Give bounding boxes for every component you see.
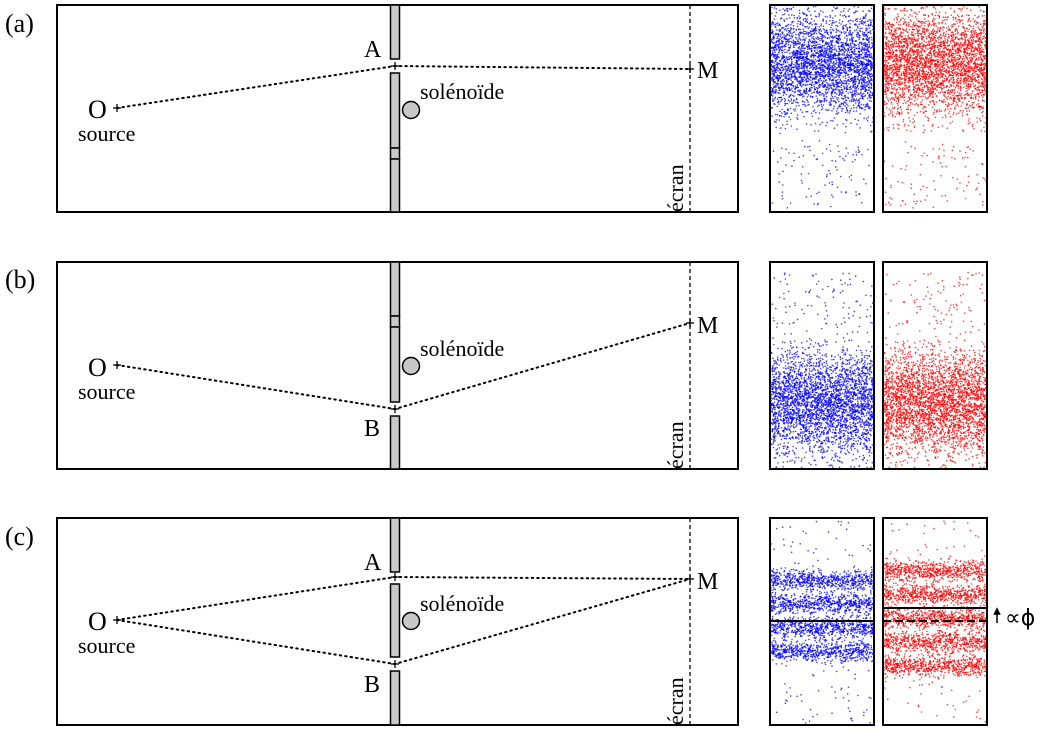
barrier-segment-top-b — [389, 261, 401, 317]
screen-point-m-c — [686, 575, 694, 583]
interference-pattern-blue-a — [770, 5, 874, 209]
solenoid-a — [401, 100, 421, 120]
interference-pattern-red-a — [883, 5, 987, 209]
screen-label-b: écran — [663, 421, 688, 469]
source-point-c — [113, 616, 121, 624]
barrier-segment-top-c — [389, 517, 401, 573]
slit-a-point-a — [391, 62, 399, 70]
pattern-frame-red-a — [882, 4, 988, 213]
barrier-segment-bottom-b — [389, 415, 401, 470]
slit-a-label-a: A — [364, 37, 382, 63]
solenoid-c — [401, 611, 421, 631]
panel-label-c: (c) — [5, 522, 34, 551]
slit-b-label-c: B — [364, 672, 380, 698]
barrier-segment-bottom-c — [389, 670, 401, 726]
barrier-segment-top-a — [389, 4, 401, 60]
interference-pattern-red-b — [883, 271, 987, 469]
source-label-b: source — [78, 379, 135, 404]
screen-point-m-b — [686, 319, 694, 327]
screen-point-m-a — [686, 65, 694, 73]
screen-label-c: écran — [663, 677, 688, 725]
interference-pattern-blue-b — [770, 272, 874, 469]
source-label-a: source — [78, 121, 135, 146]
solenoid-label-c: solénoïde — [420, 591, 504, 616]
screen-label-a: écran — [663, 164, 688, 212]
barrier-segment-middle-b — [389, 326, 401, 403]
source-point-b — [113, 361, 121, 369]
panel-a: (a) écran solénoïde O source A M — [5, 4, 988, 213]
source-label-c: source — [78, 633, 135, 658]
slit-b-label-b: B — [364, 416, 380, 442]
slit-a-point-c — [391, 573, 399, 581]
source-o-label-b: O — [88, 353, 107, 382]
pattern-frame-blue-a — [769, 4, 875, 213]
slit-a-label-c: A — [364, 550, 382, 576]
barrier-segment-middle-c — [389, 583, 401, 658]
pattern-frame-red-b — [882, 261, 988, 470]
panel-b: (b) écran solénoïde O source B M — [5, 261, 988, 470]
solenoid-label-a: solénoïde — [420, 79, 504, 104]
solenoid-b — [401, 356, 421, 376]
closed-slit-b-a — [389, 147, 401, 160]
source-point-a — [113, 104, 121, 112]
point-m-label-b: M — [697, 313, 718, 339]
source-o-label-c: O — [88, 607, 107, 636]
slit-b-point-c — [391, 660, 399, 668]
panel-c: (c) écran solénoïde O source A B M — [5, 517, 1035, 726]
barrier-segment-middle-a — [389, 72, 401, 149]
panel-label-a: (a) — [5, 9, 34, 38]
path-through-a-a — [116, 64, 691, 109]
path-through-a-c — [116, 575, 691, 621]
shift-label: ∝ϕ — [1005, 606, 1035, 631]
source-o-label-a: O — [88, 95, 107, 124]
point-m-label-a: M — [697, 58, 718, 84]
point-m-label-c: M — [697, 569, 718, 595]
slit-b-point-b — [391, 405, 399, 413]
pattern-frame-blue-b — [769, 261, 875, 470]
solenoid-label-b: solénoïde — [420, 336, 504, 361]
interference-pattern-blue-c — [770, 520, 874, 724]
barrier-segment-bottom-a — [389, 158, 401, 213]
closed-slit-a-b — [389, 315, 401, 328]
panel-label-b: (b) — [5, 265, 35, 294]
